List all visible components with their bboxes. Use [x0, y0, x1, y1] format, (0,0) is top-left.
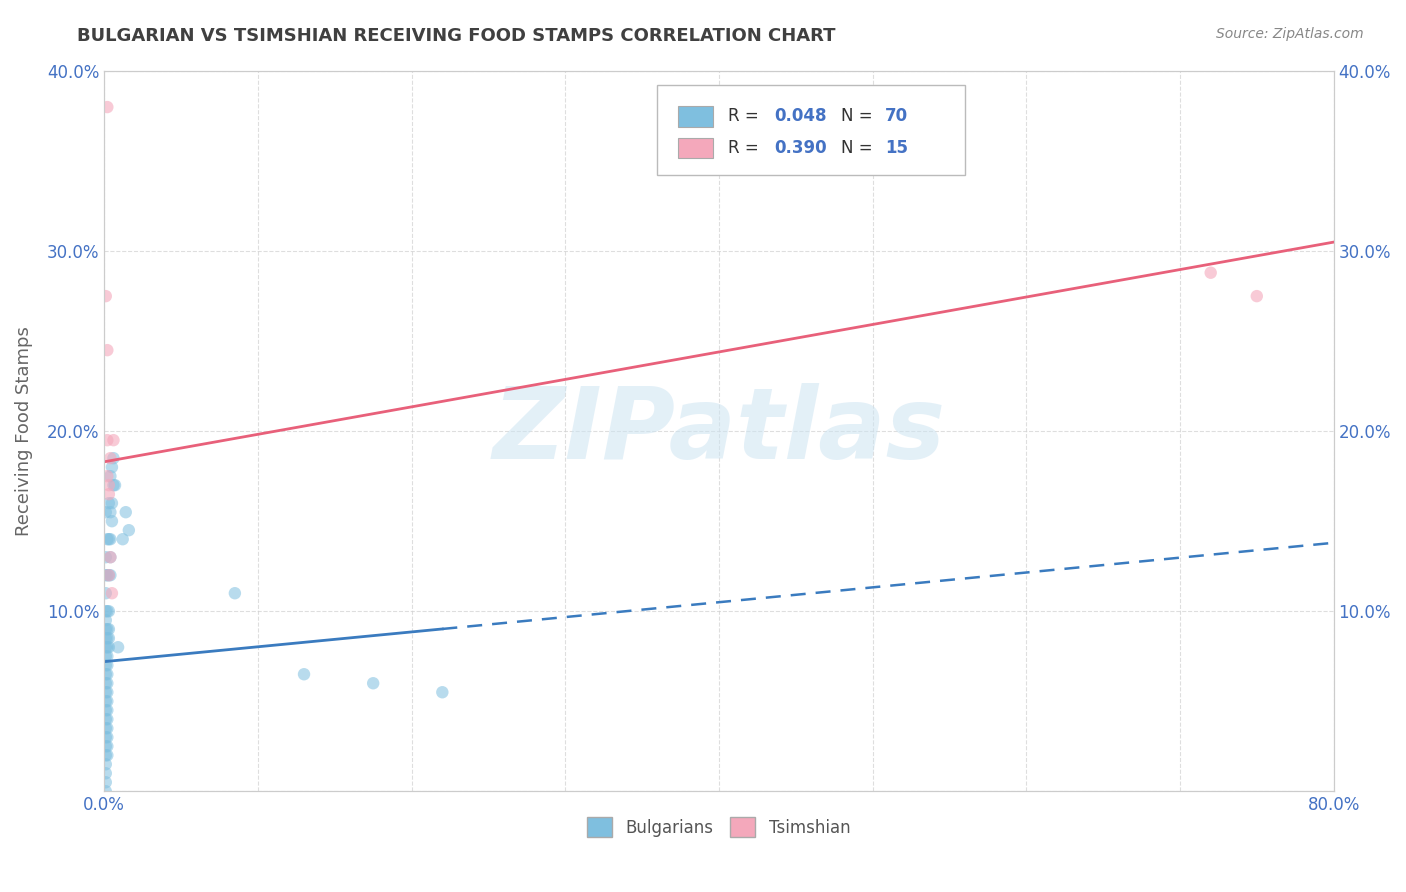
Point [96, 532, 118, 546]
Point [361, 676, 384, 690]
Point [94, 505, 117, 519]
Point [1199, 266, 1222, 280]
Point [100, 505, 122, 519]
Point [101, 514, 124, 528]
Point [292, 667, 315, 681]
Point [100, 550, 122, 565]
Text: 0.048: 0.048 [775, 107, 827, 126]
Point [96, 703, 118, 717]
Point [96, 658, 118, 673]
Point [94, 640, 117, 655]
Point [432, 685, 454, 699]
Point [94, 784, 117, 798]
Point [94, 604, 117, 618]
Point [94, 622, 117, 636]
Point [94, 748, 117, 763]
Point [101, 586, 124, 600]
Point [103, 478, 125, 492]
Point [96, 731, 118, 745]
Point [94, 586, 117, 600]
Point [96, 433, 118, 447]
Point [94, 568, 117, 582]
Point [97, 496, 120, 510]
Point [96, 568, 118, 582]
Point [94, 667, 117, 681]
Point [96, 685, 118, 699]
Point [100, 469, 122, 483]
Legend: Bulgarians, Tsimshian: Bulgarians, Tsimshian [581, 811, 858, 844]
Point [97, 487, 120, 501]
Point [96, 721, 118, 735]
Text: ZIPatlas: ZIPatlas [492, 383, 945, 480]
Point [96, 676, 118, 690]
Text: N =: N = [841, 139, 877, 157]
Text: 0.390: 0.390 [775, 139, 827, 157]
Point [107, 640, 129, 655]
Text: BULGARIAN VS TSIMSHIAN RECEIVING FOOD STAMPS CORRELATION CHART: BULGARIAN VS TSIMSHIAN RECEIVING FOOD ST… [77, 27, 835, 45]
Point [94, 712, 117, 726]
Point [97, 604, 120, 618]
Point [97, 568, 120, 582]
Point [94, 775, 117, 789]
Point [96, 343, 118, 358]
Point [101, 460, 124, 475]
Point [96, 622, 118, 636]
Point [94, 685, 117, 699]
Point [1246, 289, 1268, 303]
FancyBboxPatch shape [658, 86, 965, 176]
Point [94, 757, 117, 772]
Text: N =: N = [841, 107, 877, 126]
Point [118, 523, 141, 537]
Point [97, 622, 120, 636]
Point [94, 649, 117, 664]
Point [100, 550, 122, 565]
Text: Source: ZipAtlas.com: Source: ZipAtlas.com [1216, 27, 1364, 41]
Point [224, 586, 246, 600]
Point [96, 712, 118, 726]
Point [97, 568, 120, 582]
Text: R =: R = [727, 139, 763, 157]
Point [94, 731, 117, 745]
Point [96, 632, 118, 646]
Point [103, 451, 125, 466]
Point [111, 532, 134, 546]
Point [114, 505, 136, 519]
Point [94, 739, 117, 754]
Text: 15: 15 [884, 139, 908, 157]
Point [94, 676, 117, 690]
Text: 70: 70 [884, 107, 908, 126]
Point [97, 478, 120, 492]
Point [97, 632, 120, 646]
Point [104, 478, 127, 492]
Point [94, 766, 117, 780]
Point [96, 469, 118, 483]
Y-axis label: Receiving Food Stamps: Receiving Food Stamps [15, 326, 32, 536]
Point [94, 289, 117, 303]
Point [96, 748, 118, 763]
Point [94, 632, 117, 646]
Point [94, 703, 117, 717]
Point [94, 550, 117, 565]
Point [96, 604, 118, 618]
Point [103, 433, 125, 447]
FancyBboxPatch shape [678, 106, 713, 127]
Point [97, 532, 120, 546]
Point [96, 667, 118, 681]
Point [100, 568, 122, 582]
Point [100, 532, 122, 546]
Text: R =: R = [727, 107, 763, 126]
FancyBboxPatch shape [678, 138, 713, 158]
Point [94, 613, 117, 627]
Point [94, 658, 117, 673]
Point [94, 721, 117, 735]
Point [96, 100, 118, 114]
Point [96, 649, 118, 664]
Point [96, 739, 118, 754]
Point [97, 640, 120, 655]
Point [101, 496, 124, 510]
Point [96, 640, 118, 655]
Point [100, 451, 122, 466]
Point [94, 694, 117, 708]
Point [96, 694, 118, 708]
